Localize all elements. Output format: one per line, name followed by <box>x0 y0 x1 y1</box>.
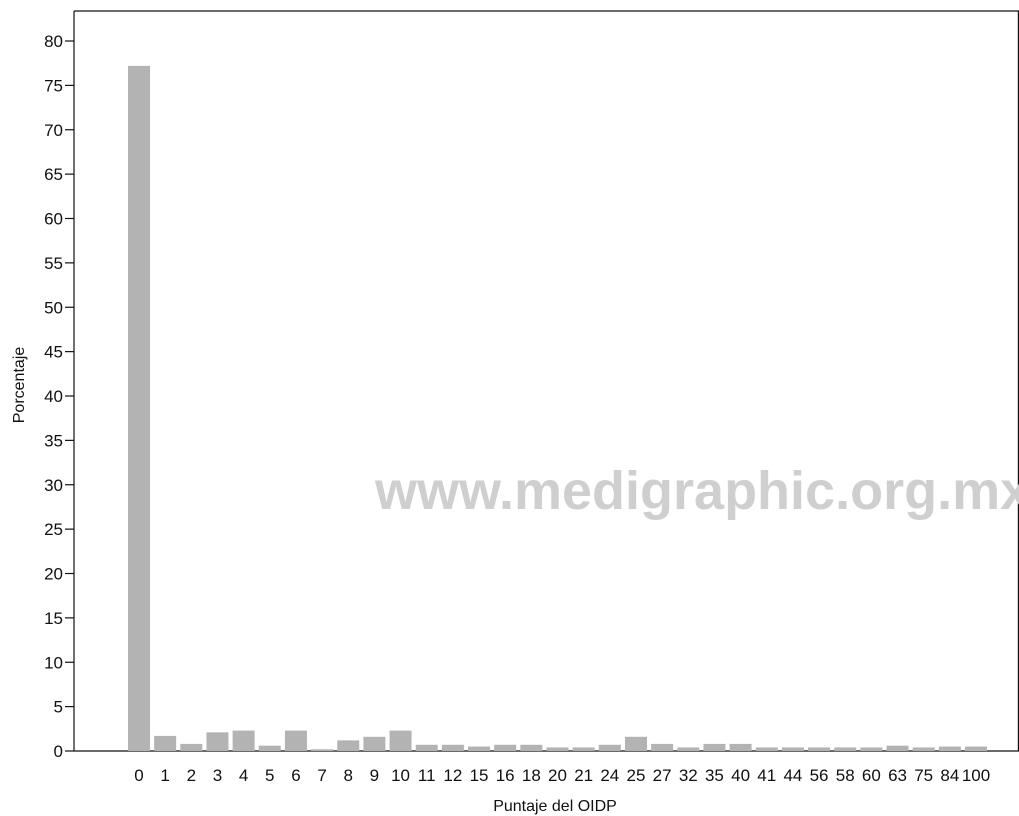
y-tick-label: 20 <box>44 565 63 584</box>
x-tick-label: 3 <box>213 766 222 785</box>
bar-58 <box>834 747 857 751</box>
x-axis: 0 1 2 3 4 5 6 7 8 9 10 11 12 15 16 18 20 21 24 25 27 32 35 40 41… <box>134 766 990 785</box>
y-tick-label: 60 <box>44 210 63 229</box>
bar-12 <box>441 744 464 751</box>
x-tick-label: 4 <box>239 766 248 785</box>
bar-3 <box>206 732 229 751</box>
bar-84 <box>938 746 961 751</box>
bar-15 <box>468 746 491 751</box>
x-tick-label: 44 <box>783 766 802 785</box>
x-tick-label: 5 <box>265 766 274 785</box>
bar-10 <box>389 730 412 751</box>
x-tick-label: 1 <box>160 766 169 785</box>
x-tick-label: 7 <box>317 766 326 785</box>
x-tick-label: 11 <box>418 766 436 785</box>
x-tick-label: 10 <box>391 766 410 785</box>
bar-32 <box>677 747 700 751</box>
x-tick-label: 16 <box>496 766 515 785</box>
bar-56 <box>808 747 831 751</box>
y-tick-label: 50 <box>44 298 63 317</box>
bar-27 <box>651 743 674 751</box>
y-tick-label: 80 <box>44 32 63 51</box>
x-tick-label: 0 <box>134 766 143 785</box>
y-tick-label: 15 <box>44 609 63 628</box>
y-tick-label: 65 <box>44 165 63 184</box>
bar-5 <box>258 745 281 751</box>
y-tick-label: 35 <box>44 431 63 450</box>
x-tick-label: 63 <box>888 766 907 785</box>
x-tick-label: 60 <box>862 766 881 785</box>
x-tick-label: 32 <box>679 766 698 785</box>
x-tick-label: 8 <box>344 766 353 785</box>
x-tick-label: 40 <box>731 766 750 785</box>
y-tick-label: 40 <box>44 387 63 406</box>
y-tick-label: 70 <box>44 121 63 140</box>
bar-75 <box>912 747 935 751</box>
bar-21 <box>572 747 595 751</box>
y-tick-label: 5 <box>54 698 63 717</box>
bar-9 <box>363 736 386 751</box>
bar-40 <box>729 743 752 751</box>
x-tick-label: 24 <box>600 766 619 785</box>
bar-2 <box>180 743 203 751</box>
x-tick-label: 58 <box>836 766 855 785</box>
x-axis-title: Puntaje del OIDP <box>493 798 617 815</box>
x-tick-label: 41 <box>757 766 776 785</box>
y-axis-title: Porcentaje <box>11 347 28 424</box>
bar-100 <box>965 746 987 751</box>
x-tick-label: 56 <box>810 766 829 785</box>
plot-frame <box>73 10 1019 752</box>
bar-41 <box>755 747 778 751</box>
bar-25 <box>624 736 647 751</box>
bars <box>128 65 987 752</box>
bar-18 <box>520 744 543 751</box>
x-tick-label: 2 <box>187 766 196 785</box>
bar-16 <box>494 744 517 751</box>
y-tick-label: 75 <box>44 76 63 95</box>
bar-4 <box>232 730 255 751</box>
bar-44 <box>781 747 804 751</box>
bar-8 <box>337 740 360 751</box>
x-tick-label: 6 <box>291 766 300 785</box>
x-tick-label: 12 <box>443 766 462 785</box>
bar-63 <box>886 745 909 751</box>
x-tick-label: 15 <box>470 766 489 785</box>
y-tick-label: 10 <box>44 653 63 672</box>
y-tick-label: 30 <box>44 476 63 495</box>
y-axis: 0 5 10 15 20 25 30 35 40 45 50 55 60 65 70 75 80 <box>44 32 74 761</box>
x-tick-label: 75 <box>914 766 933 785</box>
x-tick-label: 100 <box>962 766 990 785</box>
x-tick-label: 18 <box>522 766 541 785</box>
bar-0 <box>128 65 150 752</box>
bar-35 <box>703 743 726 751</box>
bar-20 <box>546 747 569 751</box>
x-tick-label: 25 <box>627 766 646 785</box>
bar-1 <box>154 735 177 751</box>
watermark-text: www.medigraphic.org.mx <box>375 461 1019 521</box>
bar-6 <box>284 730 307 751</box>
bar-11 <box>415 744 438 751</box>
x-tick-label: 35 <box>705 766 724 785</box>
bar-24 <box>598 744 621 751</box>
x-tick-label: 21 <box>574 766 593 785</box>
x-tick-label: 84 <box>940 766 959 785</box>
y-tick-label: 55 <box>44 254 63 273</box>
x-tick-label: 9 <box>370 766 379 785</box>
x-tick-label: 20 <box>548 766 567 785</box>
x-tick-label: 27 <box>653 766 672 785</box>
bar-7 <box>311 749 334 751</box>
y-tick-label: 25 <box>44 520 63 539</box>
bar-60 <box>860 747 883 751</box>
y-tick-label: 0 <box>54 742 63 761</box>
y-tick-label: 45 <box>44 343 63 362</box>
